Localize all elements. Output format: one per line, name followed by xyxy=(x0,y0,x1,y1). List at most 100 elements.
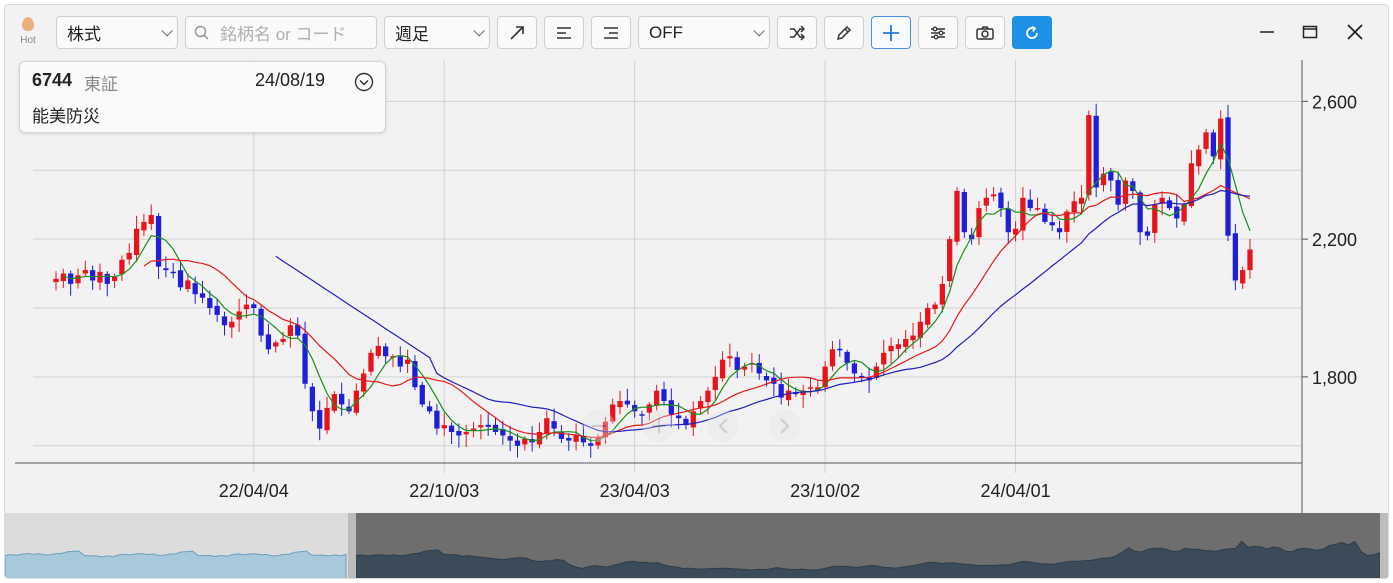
sliders-icon xyxy=(931,26,945,39)
candle-body xyxy=(522,438,528,445)
candle-body xyxy=(236,311,242,320)
candle-body xyxy=(544,418,550,434)
trendline-tool-button[interactable] xyxy=(497,16,537,49)
scroll-right-button[interactable] xyxy=(769,410,801,442)
minimize-icon xyxy=(1260,31,1274,33)
draw-button[interactable] xyxy=(824,16,864,49)
candle-body xyxy=(763,376,770,381)
candle-body xyxy=(690,411,696,428)
x-tick-label: 22/04/04 xyxy=(219,481,289,501)
align-left-button[interactable] xyxy=(544,16,584,49)
candle-body xyxy=(998,192,1004,209)
candle-body xyxy=(273,342,279,347)
candle-body xyxy=(397,356,403,367)
indicator-value: OFF xyxy=(649,22,683,42)
candle-body xyxy=(1166,200,1173,209)
scroll-left-button[interactable] xyxy=(707,410,739,442)
candle-body xyxy=(309,386,316,412)
candle-body xyxy=(1086,115,1092,196)
candle-body xyxy=(1247,249,1253,271)
candle-body xyxy=(1034,208,1041,210)
close-button[interactable] xyxy=(1342,19,1368,45)
candle-body xyxy=(837,348,843,351)
candle-body xyxy=(82,270,88,274)
candle-body xyxy=(954,190,960,242)
zoom-in-button[interactable] xyxy=(643,410,675,442)
candle-body xyxy=(697,401,704,409)
candle-body xyxy=(470,428,477,431)
y-tick-label: 1,800 xyxy=(1312,368,1357,388)
candle-body xyxy=(800,390,806,396)
candle-body xyxy=(617,401,623,408)
candle-body xyxy=(89,270,96,281)
hot-button[interactable]: Hot xyxy=(13,15,43,51)
candle-body xyxy=(75,275,81,284)
navigator-left-handle[interactable] xyxy=(348,513,356,579)
period-value: 週足 xyxy=(395,25,429,44)
candle-body xyxy=(536,432,543,445)
x-tick-label: 24/04/01 xyxy=(981,481,1051,501)
candle-body xyxy=(990,194,997,197)
candle-body xyxy=(910,335,916,341)
candle-body xyxy=(1225,117,1231,236)
settings-button[interactable] xyxy=(918,16,958,49)
candle-body xyxy=(251,304,257,308)
candle-body xyxy=(507,436,513,441)
chevron-down-circle-icon[interactable] xyxy=(354,72,374,92)
refresh-icon xyxy=(1026,25,1038,39)
period-select[interactable]: 週足 xyxy=(384,16,490,49)
candle-body xyxy=(1049,222,1055,226)
candle-body xyxy=(214,305,220,315)
candle-body xyxy=(1078,197,1085,204)
candle-body xyxy=(1005,208,1011,233)
candlestick-series xyxy=(53,103,1253,458)
candle-body xyxy=(207,298,213,308)
candle-body xyxy=(551,421,557,429)
candle-body xyxy=(170,271,176,274)
candle-body xyxy=(983,197,989,206)
pencil-icon xyxy=(836,25,852,40)
align-right-button[interactable] xyxy=(591,16,631,49)
candle-body xyxy=(331,394,337,411)
candle-body xyxy=(1020,197,1026,231)
candle-body xyxy=(1196,149,1202,167)
candle-body xyxy=(771,377,777,384)
range-navigator[interactable] xyxy=(5,513,1389,579)
candle-body xyxy=(500,429,506,436)
candle-body xyxy=(441,425,447,429)
candle-body xyxy=(265,334,272,350)
candle-body xyxy=(1232,233,1238,281)
candle-body xyxy=(412,361,418,388)
minimize-button[interactable] xyxy=(1254,19,1280,45)
y-tick-label: 2,200 xyxy=(1312,230,1357,250)
candle-body xyxy=(925,308,931,325)
security-type-value: 株式 xyxy=(67,25,101,44)
zoom-out-button[interactable] xyxy=(583,410,615,442)
candle-body xyxy=(1152,204,1158,233)
crosshair-button[interactable] xyxy=(871,16,911,49)
close-icon xyxy=(1347,24,1363,40)
ma-short-line xyxy=(63,142,1251,442)
candle-body xyxy=(1240,270,1246,284)
candle-body xyxy=(1137,192,1143,233)
maximize-button[interactable] xyxy=(1297,19,1323,45)
candle-body xyxy=(829,349,836,367)
candle-body xyxy=(778,384,784,398)
screenshot-button[interactable] xyxy=(965,16,1005,49)
security-type-select[interactable]: 株式 xyxy=(56,16,178,49)
chevron-down-icon xyxy=(753,24,765,37)
navigator-right-handle[interactable] xyxy=(1380,513,1388,579)
candle-body xyxy=(1100,173,1107,186)
indicator-select[interactable]: OFF xyxy=(638,16,770,49)
candle-body xyxy=(426,406,433,412)
candle-body xyxy=(859,375,865,378)
symbol-search-input[interactable]: 銘柄名 or コード xyxy=(185,16,377,49)
candle-body xyxy=(185,280,191,290)
y-axis: 1,800 2,200 2,600 xyxy=(1302,92,1357,388)
shuffle-button[interactable] xyxy=(777,16,817,49)
candle-body xyxy=(822,366,828,388)
candle-body xyxy=(1159,197,1165,204)
candle-body xyxy=(573,435,579,442)
navigator-history-area xyxy=(5,550,347,578)
refresh-button[interactable] xyxy=(1012,16,1052,49)
